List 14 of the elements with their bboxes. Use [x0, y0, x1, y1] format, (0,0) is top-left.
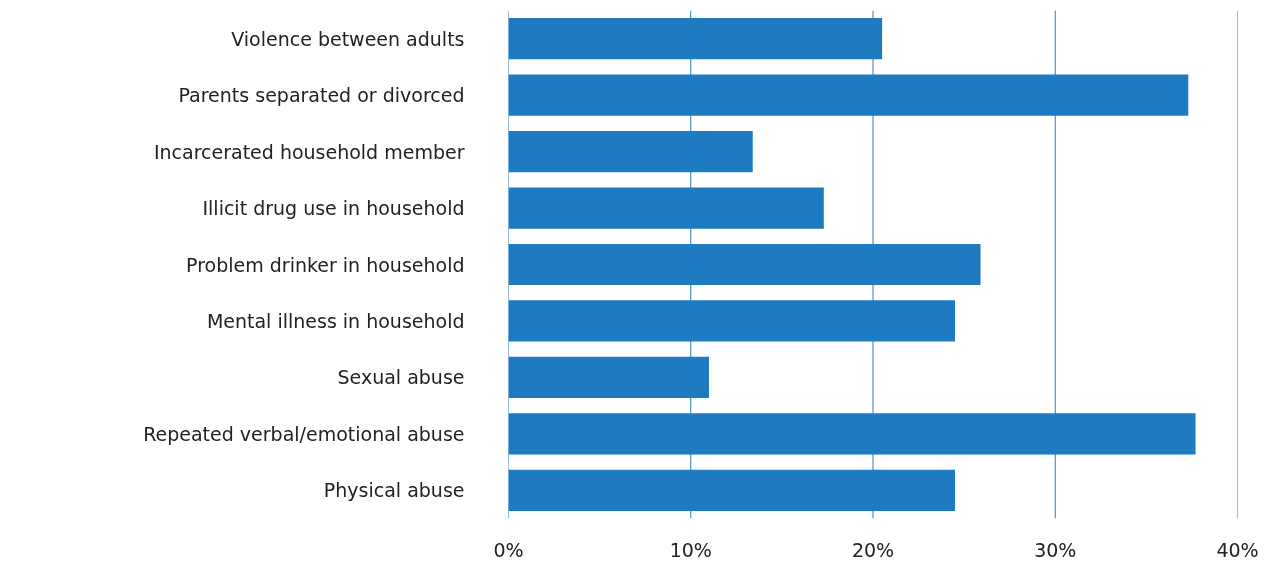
- y-tick-label: Violence between adults: [231, 27, 465, 50]
- y-tick-label: Parents separated or divorced: [178, 84, 465, 107]
- y-tick-label: Sexual abuse: [337, 366, 465, 389]
- y-tick-label: Incarcerated household member: [153, 140, 465, 163]
- x-tick-label: 40%: [1216, 538, 1259, 561]
- y-tick-label: Problem drinker in household: [186, 253, 465, 276]
- y-tick-label: Illicit drug use in household: [202, 197, 465, 220]
- y-tick-label: Mental illness in household: [206, 309, 465, 332]
- y-tick-label: Physical abuse: [323, 479, 465, 502]
- x-tick-label: 30%: [1034, 538, 1077, 561]
- x-tick-label: 0%: [493, 538, 524, 561]
- x-tick-label: 10%: [669, 538, 712, 561]
- x-tick-label: 20%: [851, 538, 895, 561]
- y-tick-label: Repeated verbal/emotional abuse: [143, 422, 465, 445]
